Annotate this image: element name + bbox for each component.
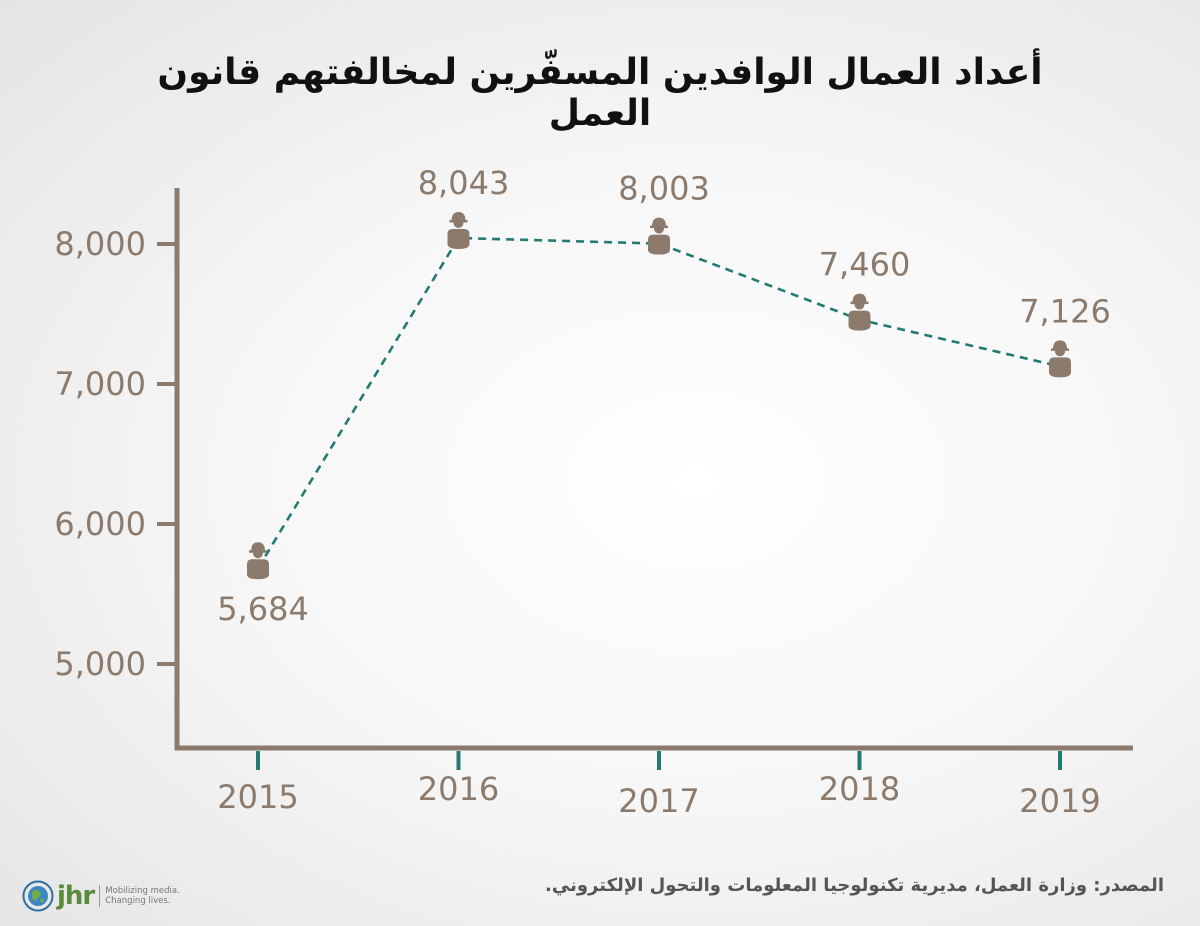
data-markers [247, 211, 1071, 580]
globe-icon [22, 880, 54, 912]
logo-tagline-line2: Changing lives. [105, 896, 171, 906]
worker-helmet-icon [1049, 340, 1071, 378]
y-tick-label: 7,000 [54, 365, 146, 403]
worker-helmet-brim [850, 301, 869, 305]
worker-helmet [1053, 340, 1067, 350]
x-tick-label: 2019 [1019, 782, 1100, 820]
worker-body [247, 559, 269, 580]
data-label: 7,460 [819, 246, 911, 284]
jhr-logo: jhr Mobilizing media. Changing lives. [22, 880, 180, 912]
worker-helmet [852, 293, 867, 303]
source-note: المصدر: وزارة العمل، مديرية تكنولوجيا ال… [545, 875, 1164, 896]
worker-body [648, 234, 670, 255]
x-tick-label: 2018 [819, 770, 900, 808]
logo-divider [99, 885, 101, 907]
worker-helmet [451, 211, 466, 221]
worker-helmet-icon [447, 211, 470, 249]
chart-axes [174, 188, 1133, 751]
data-label: 5,684 [217, 590, 309, 628]
x-tick-label: 2015 [217, 778, 298, 816]
worker-body [1049, 357, 1071, 378]
x-tick-label: 2017 [618, 782, 699, 820]
worker-helmet-brim [1051, 348, 1069, 351]
data-series [256, 236, 1061, 569]
logo-tagline: Mobilizing media. Changing lives. [105, 886, 180, 906]
chart-title: أعداد العمال الوافدين المسفّرين لمخالفته… [157, 52, 1043, 134]
worker-body [848, 310, 871, 331]
y-axis-ticks: 5,000 6,000 7,000 8,000 [54, 225, 177, 683]
worker-helmet-brim [650, 225, 668, 229]
x-tick-label: 2016 [418, 770, 499, 808]
data-label: 8,003 [618, 170, 710, 208]
y-tick-label: 5,000 [54, 645, 146, 683]
worker-helmet-icon [247, 542, 269, 580]
worker-helmet-icon [848, 293, 871, 331]
logo-brand: jhr [57, 881, 95, 911]
data-label: 7,126 [1019, 292, 1111, 330]
x-axis-ticks: 2015 2016 2017 2018 2019 [217, 751, 1101, 820]
data-labels: 5,684 8,043 8,003 7,460 7,126 [217, 164, 1111, 628]
y-tick-label: 8,000 [54, 225, 146, 263]
worker-helmet-icon [648, 217, 670, 255]
logo-tagline-line1: Mobilizing media. [105, 886, 180, 896]
worker-helmet-brim [249, 550, 267, 553]
worker-helmet [251, 542, 265, 552]
worker-helmet-brim [449, 219, 468, 223]
series-line [256, 236, 1061, 569]
worker-helmet [652, 217, 666, 227]
worker-body [447, 228, 470, 249]
y-tick-label: 6,000 [54, 505, 146, 543]
data-label: 8,043 [418, 164, 510, 202]
